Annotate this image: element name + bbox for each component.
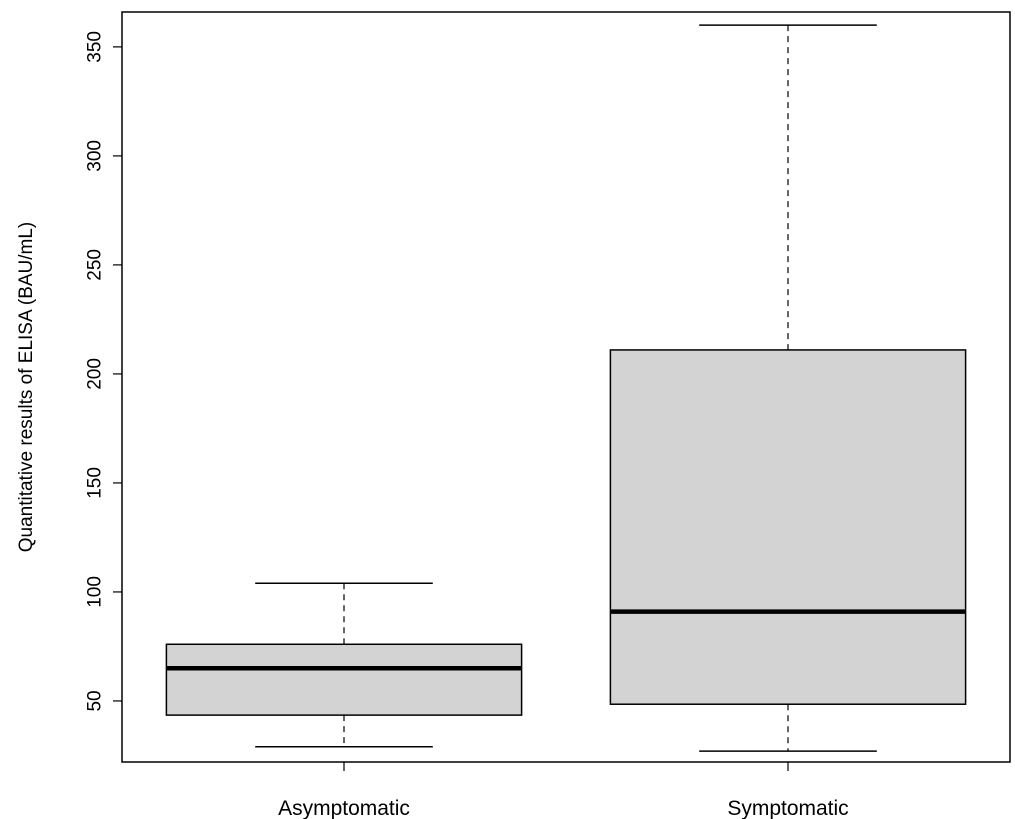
- y-axis-title: Quantitative results of ELISA (BAU/mL): [16, 222, 37, 553]
- x-tick-label-asymptomatic: Asymptomatic: [278, 797, 410, 819]
- y-tick-label-350: 350: [85, 31, 106, 63]
- box-asymptomatic: [165, 582, 523, 748]
- y-tick-label-50: 50: [85, 690, 106, 711]
- plot-layer: [165, 24, 967, 752]
- y-tick-label-300: 300: [85, 140, 106, 172]
- y-axis: 50 100 150 200 250 300 350: [85, 31, 122, 712]
- x-axis: Asymptomatic Symptomatic: [278, 762, 849, 819]
- box-symptomatic: [609, 24, 967, 752]
- iqr-box-symptomatic: [609, 349, 967, 705]
- y-tick-label-100: 100: [85, 576, 106, 608]
- iqr-box-asymptomatic: [165, 643, 523, 716]
- y-tick-label-250: 250: [85, 249, 106, 281]
- y-tick-label-150: 150: [85, 467, 106, 499]
- y-tick-label-200: 200: [85, 358, 106, 390]
- x-tick-label-symptomatic: Symptomatic: [727, 797, 848, 819]
- plot-frame: [121, 11, 1011, 763]
